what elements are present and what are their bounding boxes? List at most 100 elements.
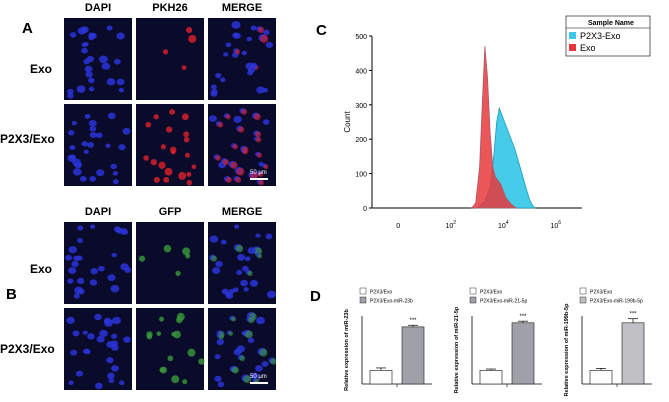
signal-spot <box>175 270 181 276</box>
legend-swatch <box>579 287 587 295</box>
nucleus <box>233 32 241 39</box>
signal-spot <box>184 152 191 158</box>
legend-entry: P2X3/Exo <box>590 290 612 296</box>
micrograph-tile <box>136 104 204 186</box>
signal-spot <box>158 161 166 169</box>
panel-a-scale-bar <box>250 178 268 180</box>
legend-entry: P2X3-Exo <box>580 31 621 41</box>
bar <box>511 322 535 385</box>
nucleus <box>71 121 77 126</box>
nucleus <box>116 78 125 86</box>
signal-spot <box>235 244 244 253</box>
nucleus <box>87 142 94 148</box>
signal-spot <box>156 331 162 336</box>
signal-spot <box>186 27 193 34</box>
bar <box>589 370 613 385</box>
signal-spot <box>258 171 264 177</box>
nucleus <box>220 239 227 245</box>
nucleus <box>250 25 257 31</box>
panel-c-letter: C <box>316 22 327 39</box>
signal-spot <box>163 176 170 183</box>
nucleus <box>262 119 270 125</box>
signal-spot <box>239 355 246 362</box>
significance-label: *** <box>409 318 417 324</box>
legend-title: Sample Name <box>588 20 634 27</box>
micrograph-tile <box>136 18 204 100</box>
nucleus <box>69 32 77 38</box>
nucleus <box>215 260 223 268</box>
nucleus <box>88 86 95 92</box>
y-tick-label: 300 <box>355 103 367 110</box>
panel-b-row-exo: Exo <box>30 262 53 276</box>
signal-spot <box>186 179 193 186</box>
nucleus <box>88 35 95 41</box>
y-axis-label: Count <box>343 111 352 133</box>
signal-spot <box>218 333 225 340</box>
signal-spot <box>217 121 224 128</box>
panel-a-micrographs <box>64 18 276 186</box>
x-tick-label: 104 <box>498 220 509 230</box>
nucleus <box>118 87 124 93</box>
nucleus <box>247 66 256 74</box>
nucleus <box>118 380 125 386</box>
nucleus <box>228 289 235 295</box>
bar <box>479 370 503 385</box>
nucleus <box>96 169 105 177</box>
nucleus <box>112 179 119 185</box>
nucleus <box>210 90 218 97</box>
nucleus <box>84 113 91 119</box>
micrograph-tile <box>208 104 276 186</box>
qpcr-bar-charts: P2X3/Exo P2X3/Exo-miR-23b Relative express… <box>344 287 652 396</box>
nucleus <box>67 93 74 99</box>
nucleus <box>216 338 225 346</box>
signal-spot <box>169 109 176 115</box>
nucleus <box>71 260 79 268</box>
nucleus <box>214 375 222 382</box>
nucleus <box>80 26 89 34</box>
signal-spot <box>241 109 248 115</box>
nucleus <box>73 255 80 262</box>
nucleus <box>236 269 243 276</box>
nucleus <box>104 319 114 327</box>
signal-spot <box>228 331 234 336</box>
signal-spot <box>256 152 263 158</box>
bar-chart-3: P2X3/Exo P2X3/Exo-miR-199b-5p Relative exp… <box>564 287 652 396</box>
nucleus <box>68 267 77 275</box>
panel-a-row-exo: Exo <box>30 62 53 76</box>
nucleus <box>256 86 265 94</box>
panel-a-figure: DAPI PKH26 MERGE 50 μm <box>64 0 276 186</box>
x-tick-label: 0 <box>396 223 400 230</box>
nucleus <box>83 149 89 154</box>
x-tick-label: 102 <box>445 220 456 230</box>
nucleus <box>95 382 103 390</box>
panel-a-row-p2x3: P2X3/Exo <box>0 132 55 146</box>
signal-spot <box>259 348 268 357</box>
signal-spot <box>185 253 191 259</box>
signal-spot <box>173 330 181 339</box>
signal-spot <box>255 136 262 143</box>
nucleus <box>72 330 80 337</box>
signal-spot <box>170 146 177 154</box>
nucleus <box>77 288 85 295</box>
panel-b-col-merge: MERGE <box>221 206 263 218</box>
signal-spot <box>258 179 265 186</box>
nucleus <box>240 279 248 287</box>
signal-spot <box>163 244 172 253</box>
nucleus <box>77 237 83 243</box>
micrograph-tile <box>136 308 205 390</box>
signal-spot <box>245 330 253 339</box>
signal-spot <box>230 161 238 169</box>
nucleus <box>88 77 95 84</box>
signal-spot <box>222 158 230 166</box>
signal-spot <box>178 171 187 180</box>
nucleus <box>118 144 126 151</box>
bar <box>401 326 425 385</box>
legend-swatch <box>569 32 576 39</box>
nucleus <box>122 127 131 135</box>
panel-b-micrographs <box>64 222 276 390</box>
nucleus <box>69 154 76 160</box>
nucleus <box>107 112 116 120</box>
nucleus <box>258 161 264 167</box>
nucleus <box>208 115 217 122</box>
nucleus <box>214 354 221 360</box>
